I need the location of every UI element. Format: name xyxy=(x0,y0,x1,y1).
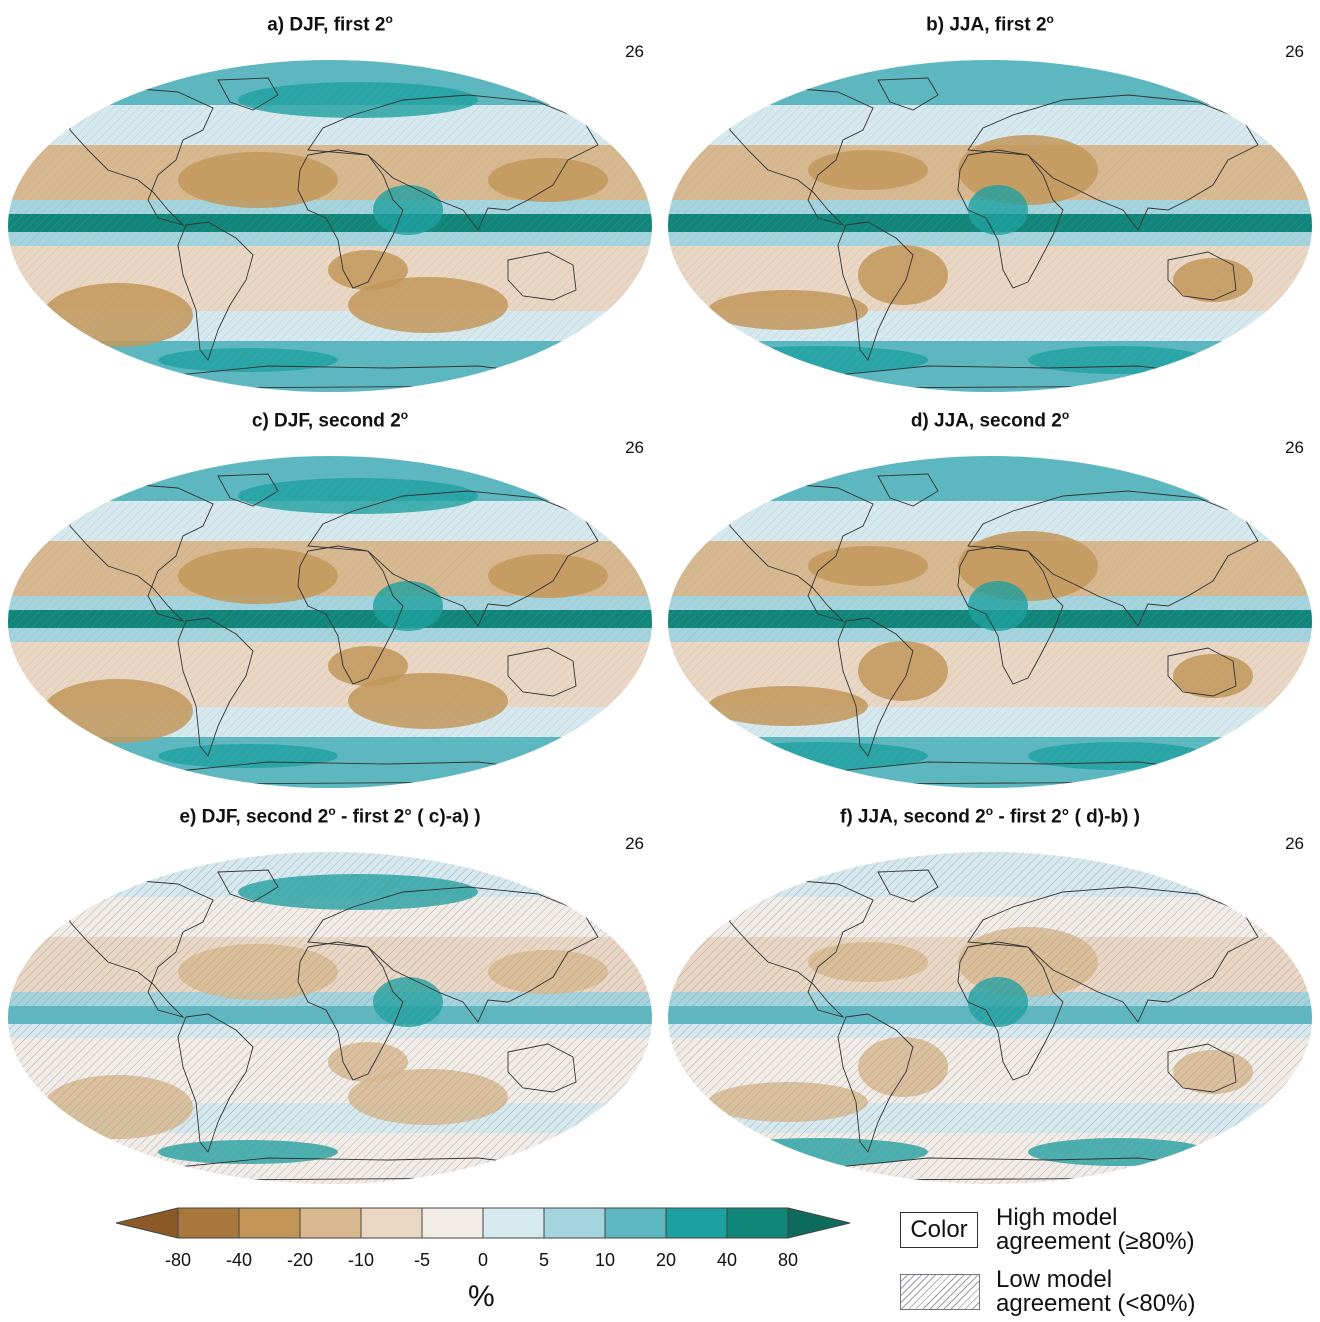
colorbar-bar xyxy=(115,1207,851,1239)
coastline xyxy=(967,94,1259,231)
model-count: 26 xyxy=(1285,438,1304,457)
panel-title: c) DJF, second 2o xyxy=(251,408,409,432)
panel-title: e) DJF, second 2o - first 2° ( c)-a) ) xyxy=(179,804,481,828)
model-count: 26 xyxy=(625,834,644,853)
model-count: 26 xyxy=(1285,834,1304,853)
world-map xyxy=(8,456,652,788)
coastline xyxy=(837,617,914,757)
coastline xyxy=(727,483,874,622)
colorbar-low-arrow xyxy=(115,1207,179,1239)
coastline xyxy=(957,545,1064,685)
map-panel-b: b) JJA, first 2o 26 xyxy=(660,0,1320,396)
coastline xyxy=(217,869,279,903)
colorbar-segment xyxy=(665,1207,728,1239)
model-count: 26 xyxy=(1285,42,1304,61)
colorbar-tick-label: 80 xyxy=(777,1250,799,1270)
coastline xyxy=(727,879,874,1018)
colorbar-tick-label: 5 xyxy=(538,1250,549,1270)
coastline xyxy=(297,545,404,685)
coastline xyxy=(67,87,214,226)
legend-low-line2: agreement (<80%) xyxy=(996,1290,1196,1317)
panel-title: d) JJA, second 2o xyxy=(910,408,1070,432)
colorbar-segment xyxy=(177,1207,240,1239)
world-map xyxy=(668,456,1312,788)
map-panel-f: f) JJA, second 2o - first 2° ( d)-b) ) 26 xyxy=(660,792,1320,1188)
coastline xyxy=(67,483,214,622)
map-panel-d: d) JJA, second 2o 26 xyxy=(660,396,1320,792)
coastline xyxy=(177,617,254,757)
coastline xyxy=(297,149,404,289)
map-panel-a: a) DJF, first 2o 26 xyxy=(0,0,660,396)
panel-title: b) JJA, first 2o xyxy=(926,12,1054,36)
coastline xyxy=(837,1013,914,1153)
coastline xyxy=(67,879,214,1018)
colorbar-tick-label: -10 xyxy=(347,1250,374,1270)
colorbar-segment xyxy=(238,1207,301,1239)
colorbar-segment xyxy=(482,1207,545,1239)
colorbar-tick-label: 10 xyxy=(594,1250,616,1270)
colorbar-segment xyxy=(360,1207,423,1239)
colorbar-segment xyxy=(726,1207,789,1239)
map-panel-c: c) DJF, second 2o 26 xyxy=(0,396,660,792)
coastline xyxy=(957,149,1064,289)
coastline xyxy=(877,77,939,111)
colorbar-segment xyxy=(543,1207,606,1239)
agreement-legend: Color High model agreement (≥80%) Low mo… xyxy=(896,1204,1316,1320)
coastline xyxy=(1167,647,1237,697)
coastline xyxy=(967,886,1259,1023)
world-map xyxy=(8,852,652,1184)
legend-color-swatch: Color xyxy=(900,1212,978,1248)
world-map xyxy=(668,60,1312,392)
world-map xyxy=(668,852,1312,1184)
colorbar-segment xyxy=(421,1207,484,1239)
coastline xyxy=(307,490,599,627)
colorbar-tick-label: -5 xyxy=(413,1250,430,1270)
colorbar: -80 -40 -20 -10 -5 0 5 10 20 40 80 % xyxy=(115,1198,856,1318)
colorbar-tick-label: -20 xyxy=(286,1250,313,1270)
coastline xyxy=(957,941,1064,1081)
colorbar-segment xyxy=(299,1207,362,1239)
coastline xyxy=(307,94,599,231)
coastline xyxy=(727,87,874,226)
world-map xyxy=(8,60,652,392)
coastline xyxy=(297,941,404,1081)
coastline xyxy=(877,869,939,903)
legend-low-line1: Low model xyxy=(996,1266,1113,1293)
colorbar-tick-label: 0 xyxy=(477,1250,488,1270)
legend-high-line1: High model xyxy=(996,1204,1118,1231)
legend-high-line2: agreement (≥80%) xyxy=(996,1228,1195,1255)
model-count: 26 xyxy=(625,438,644,457)
coastline xyxy=(837,221,914,361)
colorbar-tick-label: 20 xyxy=(655,1250,677,1270)
legend-hatch-swatch xyxy=(900,1274,980,1310)
coastline xyxy=(1167,251,1237,301)
coastline xyxy=(507,1043,577,1093)
colorbar-high-arrow xyxy=(787,1207,851,1239)
coastline xyxy=(877,473,939,507)
colorbar-tick-label: -80 xyxy=(164,1250,191,1270)
colorbar-unit-label: % xyxy=(468,1280,495,1313)
colorbar-tick-label: -40 xyxy=(225,1250,252,1270)
map-panel-e: e) DJF, second 2o - first 2° ( c)-a) ) 26 xyxy=(0,792,660,1188)
colorbar-segment xyxy=(604,1207,667,1239)
panel-title: f) JJA, second 2o - first 2° ( d)-b) ) xyxy=(840,804,1140,828)
panel-title: a) DJF, first 2o xyxy=(267,12,393,36)
coastline xyxy=(217,77,279,111)
coastline xyxy=(967,490,1259,627)
coastline xyxy=(177,1013,254,1153)
colorbar-tick-label: 40 xyxy=(716,1250,738,1270)
coastline xyxy=(507,647,577,697)
coastline xyxy=(217,473,279,507)
model-count: 26 xyxy=(625,42,644,61)
coastline xyxy=(507,251,577,301)
coastline xyxy=(307,886,599,1023)
coastline xyxy=(177,221,254,361)
coastline xyxy=(1167,1043,1237,1093)
